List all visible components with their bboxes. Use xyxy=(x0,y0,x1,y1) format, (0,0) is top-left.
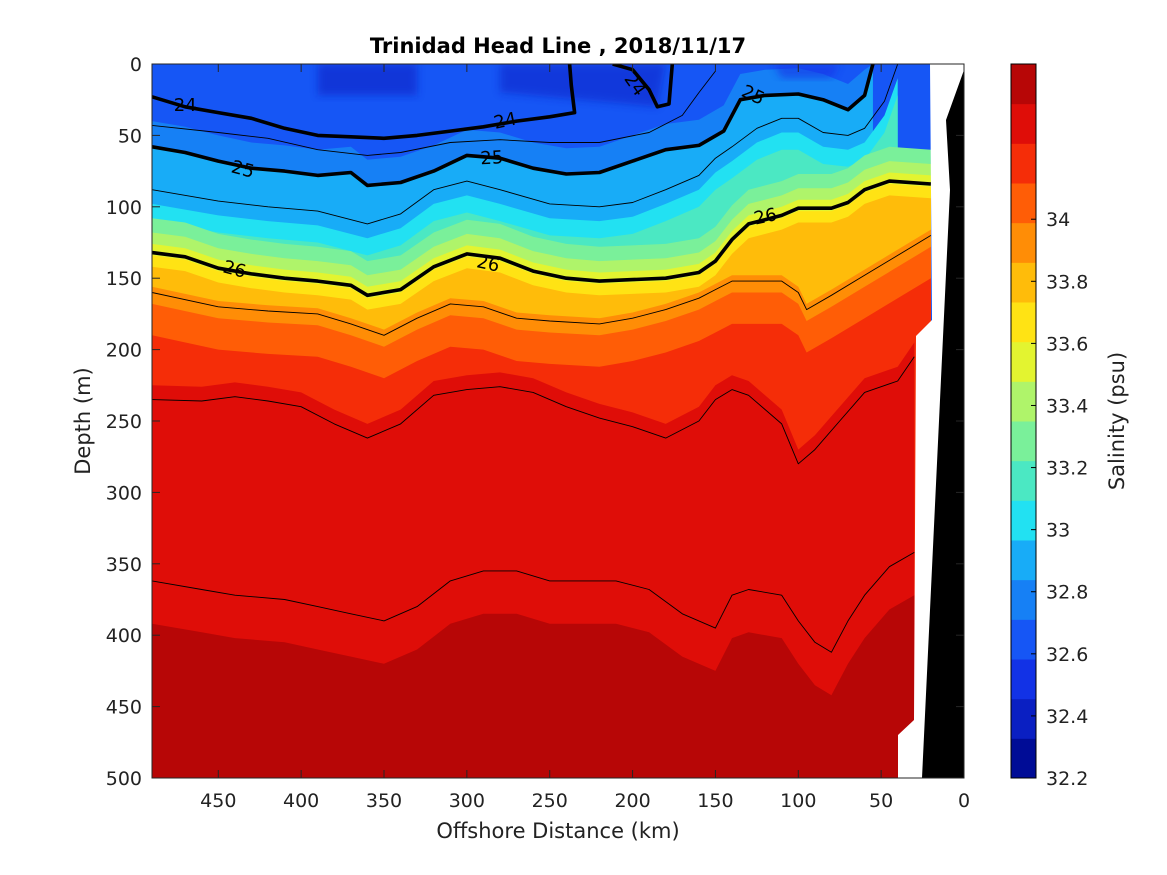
colorbar-segment xyxy=(1011,143,1036,184)
y-tick-label: 150 xyxy=(106,268,142,290)
y-tick-label: 350 xyxy=(106,554,142,576)
thin-density-contours xyxy=(152,64,932,653)
colorbar-segment xyxy=(1011,659,1036,700)
y-tick-label: 300 xyxy=(106,482,142,504)
colorbar-frame xyxy=(1010,63,1037,779)
colorbar-tick-label: 33.8 xyxy=(1046,271,1088,293)
field-band-34-1 xyxy=(152,595,915,778)
density-contour-25-2 xyxy=(152,64,875,188)
colorbar-segment xyxy=(1011,302,1036,343)
density-contour-24-0 xyxy=(152,64,577,141)
y-tick-label: 400 xyxy=(106,625,142,647)
x-tick-label: 450 xyxy=(200,790,236,812)
colorbar-segment xyxy=(1011,460,1036,501)
salinity-field xyxy=(152,64,964,778)
x-tick-label: 150 xyxy=(697,790,733,812)
density-contour-26-3 xyxy=(152,179,932,298)
thin-contour-2 xyxy=(152,235,932,336)
x-tick-label: 300 xyxy=(449,790,485,812)
colorbar-tick-label: 33 xyxy=(1046,520,1070,542)
labeled-density-contours xyxy=(152,64,932,298)
contour-label: 26 xyxy=(752,204,779,229)
x-tick-label: 400 xyxy=(283,790,319,812)
colorbar: 32.2 32.4 32.6 32.8 33 33.2 33.4 33.6 33.8 34 xyxy=(1010,63,1088,790)
colorbar-segment xyxy=(1011,183,1036,224)
colorbar-segment xyxy=(1011,103,1036,144)
y-tick-label: 0 xyxy=(130,54,142,76)
coastline-mask xyxy=(898,64,964,778)
colorbar-segment xyxy=(1011,64,1036,105)
colorbar-tick-label: 32.4 xyxy=(1046,706,1088,728)
y-tick-label: 100 xyxy=(106,197,142,219)
colorbar-segment xyxy=(1011,579,1036,620)
colorbar-segment xyxy=(1011,262,1036,303)
density-contour-24-1 xyxy=(612,64,675,109)
surface-fresh-pocket-3 xyxy=(773,64,840,79)
contour-label: 25 xyxy=(480,147,504,169)
y-tick-label: 250 xyxy=(106,411,142,433)
colorbar-tick-label: 34 xyxy=(1046,209,1070,231)
thin-contour-3 xyxy=(152,356,915,465)
surface-fresh-pocket-2 xyxy=(500,64,666,107)
x-tick-label: 50 xyxy=(869,790,893,812)
thin-contour-4 xyxy=(152,552,915,653)
surface-fresh-pocket xyxy=(317,64,418,96)
y-tick-label: 50 xyxy=(118,125,142,147)
colorbar-segment xyxy=(1011,381,1036,422)
y-axis-title: Depth (m) xyxy=(71,367,95,474)
colorbar-segment xyxy=(1011,421,1036,462)
colorbar-segment xyxy=(1011,500,1036,541)
colorbar-tick-label: 32.6 xyxy=(1046,644,1088,666)
colorbar-segment xyxy=(1011,341,1036,382)
colorbar-tick-label: 32.8 xyxy=(1046,582,1088,604)
contour-label: 24 xyxy=(174,95,197,116)
colorbar-segment xyxy=(1011,540,1036,581)
y-tick-label: 200 xyxy=(106,340,142,362)
y-axis: 0 50 100 150 200 250 300 350 400 450 500 xyxy=(106,54,964,790)
y-tick-label: 450 xyxy=(106,697,142,719)
x-axis: 450 400 350 300 250 200 150 100 50 0 xyxy=(200,64,970,812)
colorbar-tick-label: 33.2 xyxy=(1046,458,1088,480)
contour-label: 26 xyxy=(475,251,502,276)
colorbar-segment xyxy=(1011,738,1036,779)
colorbar-tick-label: 32.2 xyxy=(1046,768,1088,790)
contour-label: 24 xyxy=(492,109,519,134)
thin-contour-0 xyxy=(152,70,716,156)
thin-contour-1 xyxy=(152,64,899,225)
colorbar-tick-label: 33.4 xyxy=(1046,395,1088,417)
x-tick-label: 200 xyxy=(614,790,650,812)
colorbar-title: Salinity (psu) xyxy=(1105,352,1129,490)
colorbar-tick-label: 33.6 xyxy=(1046,333,1088,355)
y-tick-label: 500 xyxy=(106,768,142,790)
x-tick-label: 250 xyxy=(532,790,568,812)
colorbar-segment xyxy=(1011,222,1036,263)
chart-title: Trinidad Head Line , 2018/11/17 xyxy=(370,34,746,58)
x-tick-label: 350 xyxy=(366,790,402,812)
x-axis-title: Offshore Distance (km) xyxy=(436,819,679,843)
x-tick-label: 100 xyxy=(780,790,816,812)
x-tick-label: 0 xyxy=(958,790,970,812)
seafloor-shelf xyxy=(922,70,964,778)
colorbar-segment xyxy=(1011,698,1036,739)
colorbar-segment xyxy=(1011,619,1036,660)
